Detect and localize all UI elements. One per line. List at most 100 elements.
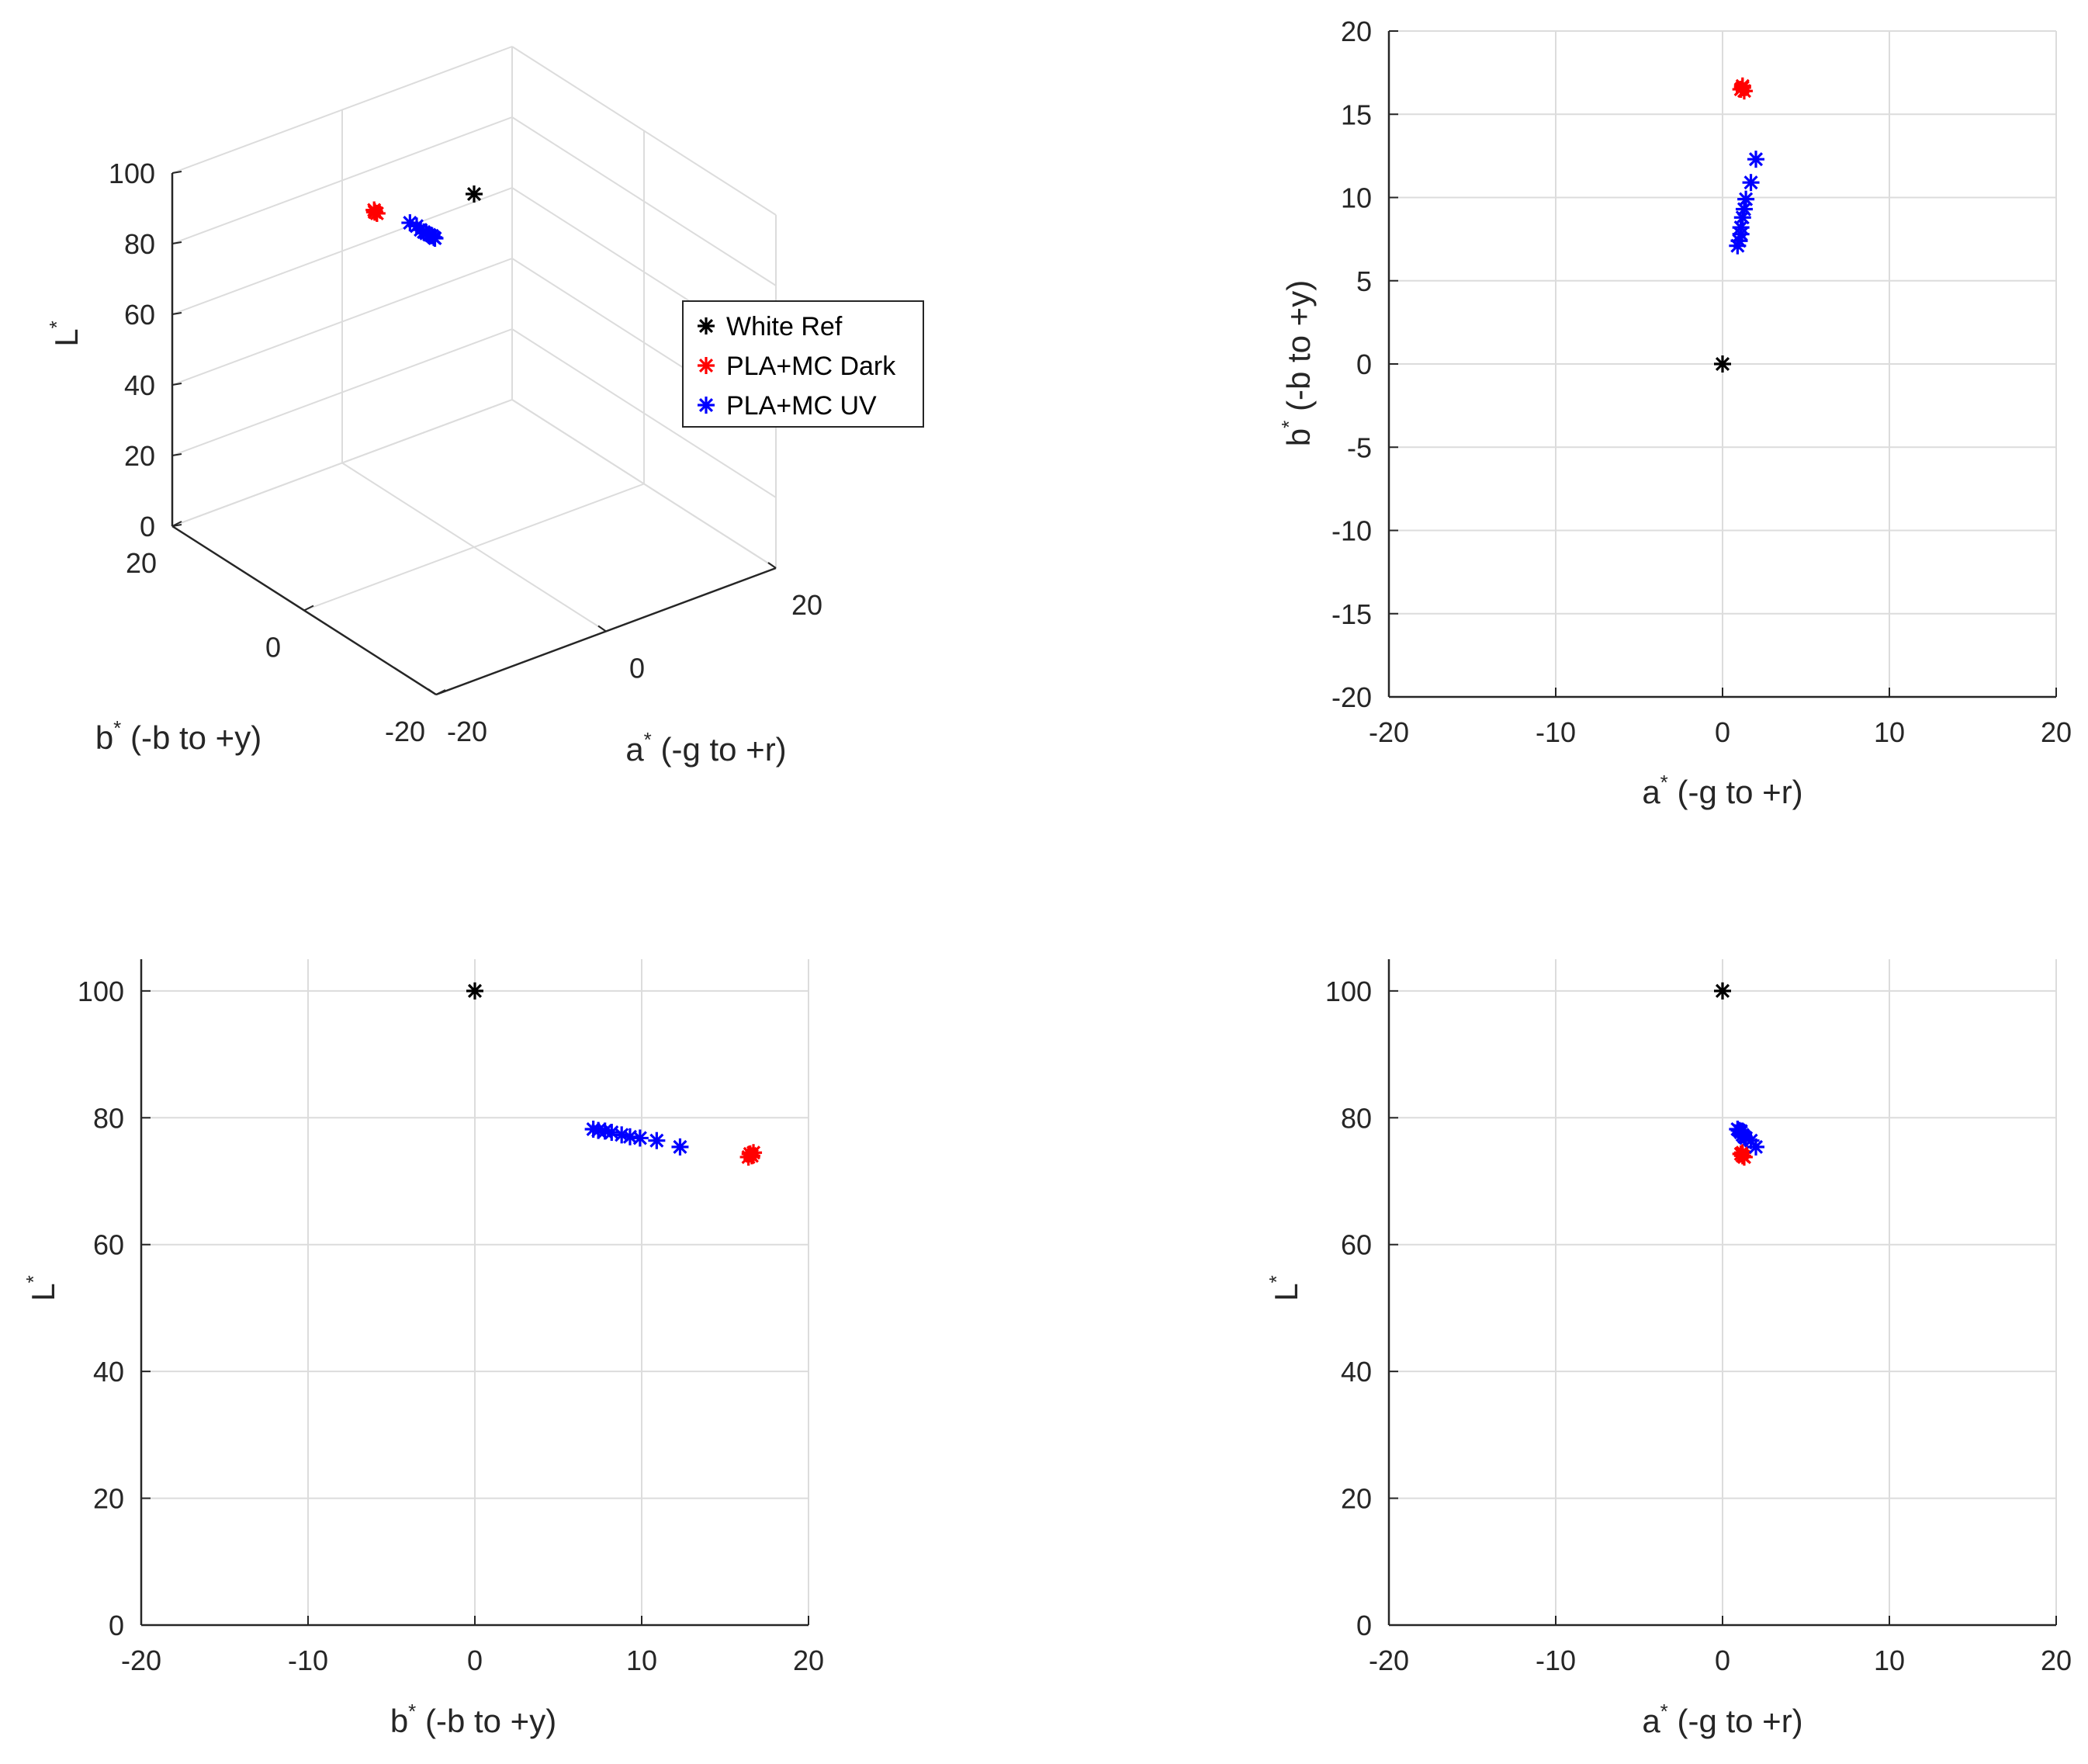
x-tick-label: 20 <box>2041 716 2072 748</box>
data-point-3d-uv <box>401 214 419 232</box>
data-point-uv <box>631 1129 649 1147</box>
y-tick-label: 5 <box>1356 265 1372 297</box>
y-tick-label: -15 <box>1331 598 1372 630</box>
marks-bL <box>466 982 763 1166</box>
a-tick-label: 20 <box>791 589 822 621</box>
y-tick-label: 100 <box>1325 976 1372 1007</box>
grid-aL <box>1387 959 2057 1627</box>
y-tick-label: 60 <box>93 1229 124 1261</box>
L-tick-label: 80 <box>124 228 155 260</box>
b-tick-label: 0 <box>265 632 281 664</box>
data-point-uv <box>603 1124 621 1142</box>
x-tick-label: 10 <box>1874 1644 1905 1676</box>
L-tick-label: 60 <box>124 299 155 331</box>
b-tick-label: 20 <box>126 547 157 579</box>
data-point-white <box>1714 982 1731 1000</box>
data-point-uv <box>1737 190 1755 208</box>
x-tick-label: 10 <box>1874 716 1905 748</box>
y-axis-label-ab: b* (-b to +y) <box>1277 280 1317 446</box>
y-tick-label: 20 <box>1341 16 1372 47</box>
y-tick-label: -20 <box>1331 681 1372 713</box>
legend-label-dark: PLA+MC Dark <box>726 352 896 381</box>
y-tick-label: 15 <box>1341 99 1372 130</box>
y-tick-label: -5 <box>1347 431 1372 463</box>
y-tick-label: 20 <box>1341 1483 1372 1515</box>
chart-aL-panel: -20 -10 0 10 20 0 20 40 60 80 100 a* (-g to +r) L* <box>1265 959 2072 1739</box>
y-axis-label-3d: b* (-b to +y) <box>95 716 261 756</box>
legend-marker-dark <box>698 357 715 374</box>
y-tick-label: 0 <box>1356 348 1372 380</box>
y-axis-label-aL: L* <box>1265 1275 1304 1301</box>
y-tick-label: 40 <box>1341 1356 1372 1388</box>
L-tick <box>171 383 182 386</box>
chart-3d-panel: 0 20 40 60 80 100 -20 0 20 -20 0 20 a* (-g to +r) b… <box>45 46 924 768</box>
legend: White Ref PLA+MC Dark PLA+MC UV <box>682 300 924 428</box>
y-tick-label: -10 <box>1331 515 1372 547</box>
data-point-dark <box>1733 77 1751 95</box>
data-point-dark <box>1733 1144 1751 1162</box>
grid-ab <box>1387 30 2057 698</box>
y-tick-label: 20 <box>93 1483 124 1515</box>
tick-labels-ab: -20 -10 0 10 20 -20 -15 -10 -5 0 5 10 15 20 <box>1331 16 2072 748</box>
x-tick-label: -10 <box>1536 1644 1576 1676</box>
x-tick-label: 20 <box>2041 1644 2072 1676</box>
legend-label-uv: PLA+MC UV <box>726 391 877 421</box>
x-tick-label: -20 <box>1369 716 1409 748</box>
marks-aL <box>1714 982 1764 1166</box>
marks-ab <box>1714 77 1764 373</box>
legend-marker-white <box>698 317 715 334</box>
x-tick-label: -10 <box>288 1644 328 1676</box>
data-point-uv <box>1747 151 1764 168</box>
L-tick <box>171 171 182 174</box>
floor-gridline <box>303 483 645 612</box>
marks-3d <box>365 185 483 248</box>
data-point-white <box>1714 355 1731 373</box>
y-axis-label-bL: L* <box>22 1275 61 1301</box>
y-tick-label: 80 <box>1341 1102 1372 1134</box>
x-tick-label: 0 <box>1715 716 1730 748</box>
y-tick-label: 0 <box>1356 1610 1372 1641</box>
y-tick-label: 80 <box>93 1102 124 1134</box>
L-tick <box>171 453 182 456</box>
a-tick-label: 0 <box>629 653 645 684</box>
y-tick-label: 100 <box>78 976 124 1007</box>
data-point-dark <box>745 1144 763 1162</box>
y-tick-label: 0 <box>109 1610 124 1641</box>
L-tick <box>171 312 182 315</box>
x-tick-label: -20 <box>1369 1644 1409 1676</box>
x-axis-label-bL: b* (-b to +y) <box>390 1700 556 1739</box>
b-tick <box>435 689 446 695</box>
L-tick-label: 40 <box>124 369 155 401</box>
data-point-3d-dark <box>365 201 383 219</box>
data-point-uv <box>1735 200 1753 218</box>
x-tick-label: 0 <box>467 1644 483 1676</box>
b-tick <box>171 521 182 527</box>
a-tick <box>597 625 607 632</box>
x-tick-label: 0 <box>1715 1644 1730 1676</box>
z-axis-label-3d: L* <box>45 321 85 346</box>
x-axis-label-ab: a* (-g to +r) <box>1642 771 1802 810</box>
a-tick-label: -20 <box>447 716 487 747</box>
chart-ab-panel: -20 -10 0 10 20 -20 -15 -10 -5 0 5 10 15 20 a* (-g to… <box>1277 16 2072 810</box>
y-tick-label: 40 <box>93 1356 124 1388</box>
data-point-uv <box>1742 174 1760 192</box>
L-tick <box>171 241 182 244</box>
L-tick-label: 20 <box>124 440 155 472</box>
data-point-uv <box>1747 1138 1764 1156</box>
x-tick-label: 20 <box>793 1644 824 1676</box>
tick-labels-aL: -20 -10 0 10 20 0 20 40 60 80 100 <box>1325 976 2072 1676</box>
x-tick-label: -20 <box>121 1644 161 1676</box>
x-axis-label-aL: a* (-g to +r) <box>1642 1700 1802 1739</box>
a-tick <box>767 562 777 569</box>
L-tick-label: 0 <box>140 511 155 542</box>
data-point-white <box>466 982 483 1000</box>
y-tick-label: 10 <box>1341 182 1372 214</box>
a-tick <box>428 688 437 695</box>
data-point-uv <box>671 1138 689 1156</box>
grid-bL <box>140 959 809 1627</box>
b-tick <box>303 605 314 612</box>
x-tick-label: 10 <box>626 1644 657 1676</box>
tick-labels-bL: -20 -10 0 10 20 0 20 40 60 80 100 <box>78 976 824 1676</box>
b-tick-label: -20 <box>385 716 425 747</box>
